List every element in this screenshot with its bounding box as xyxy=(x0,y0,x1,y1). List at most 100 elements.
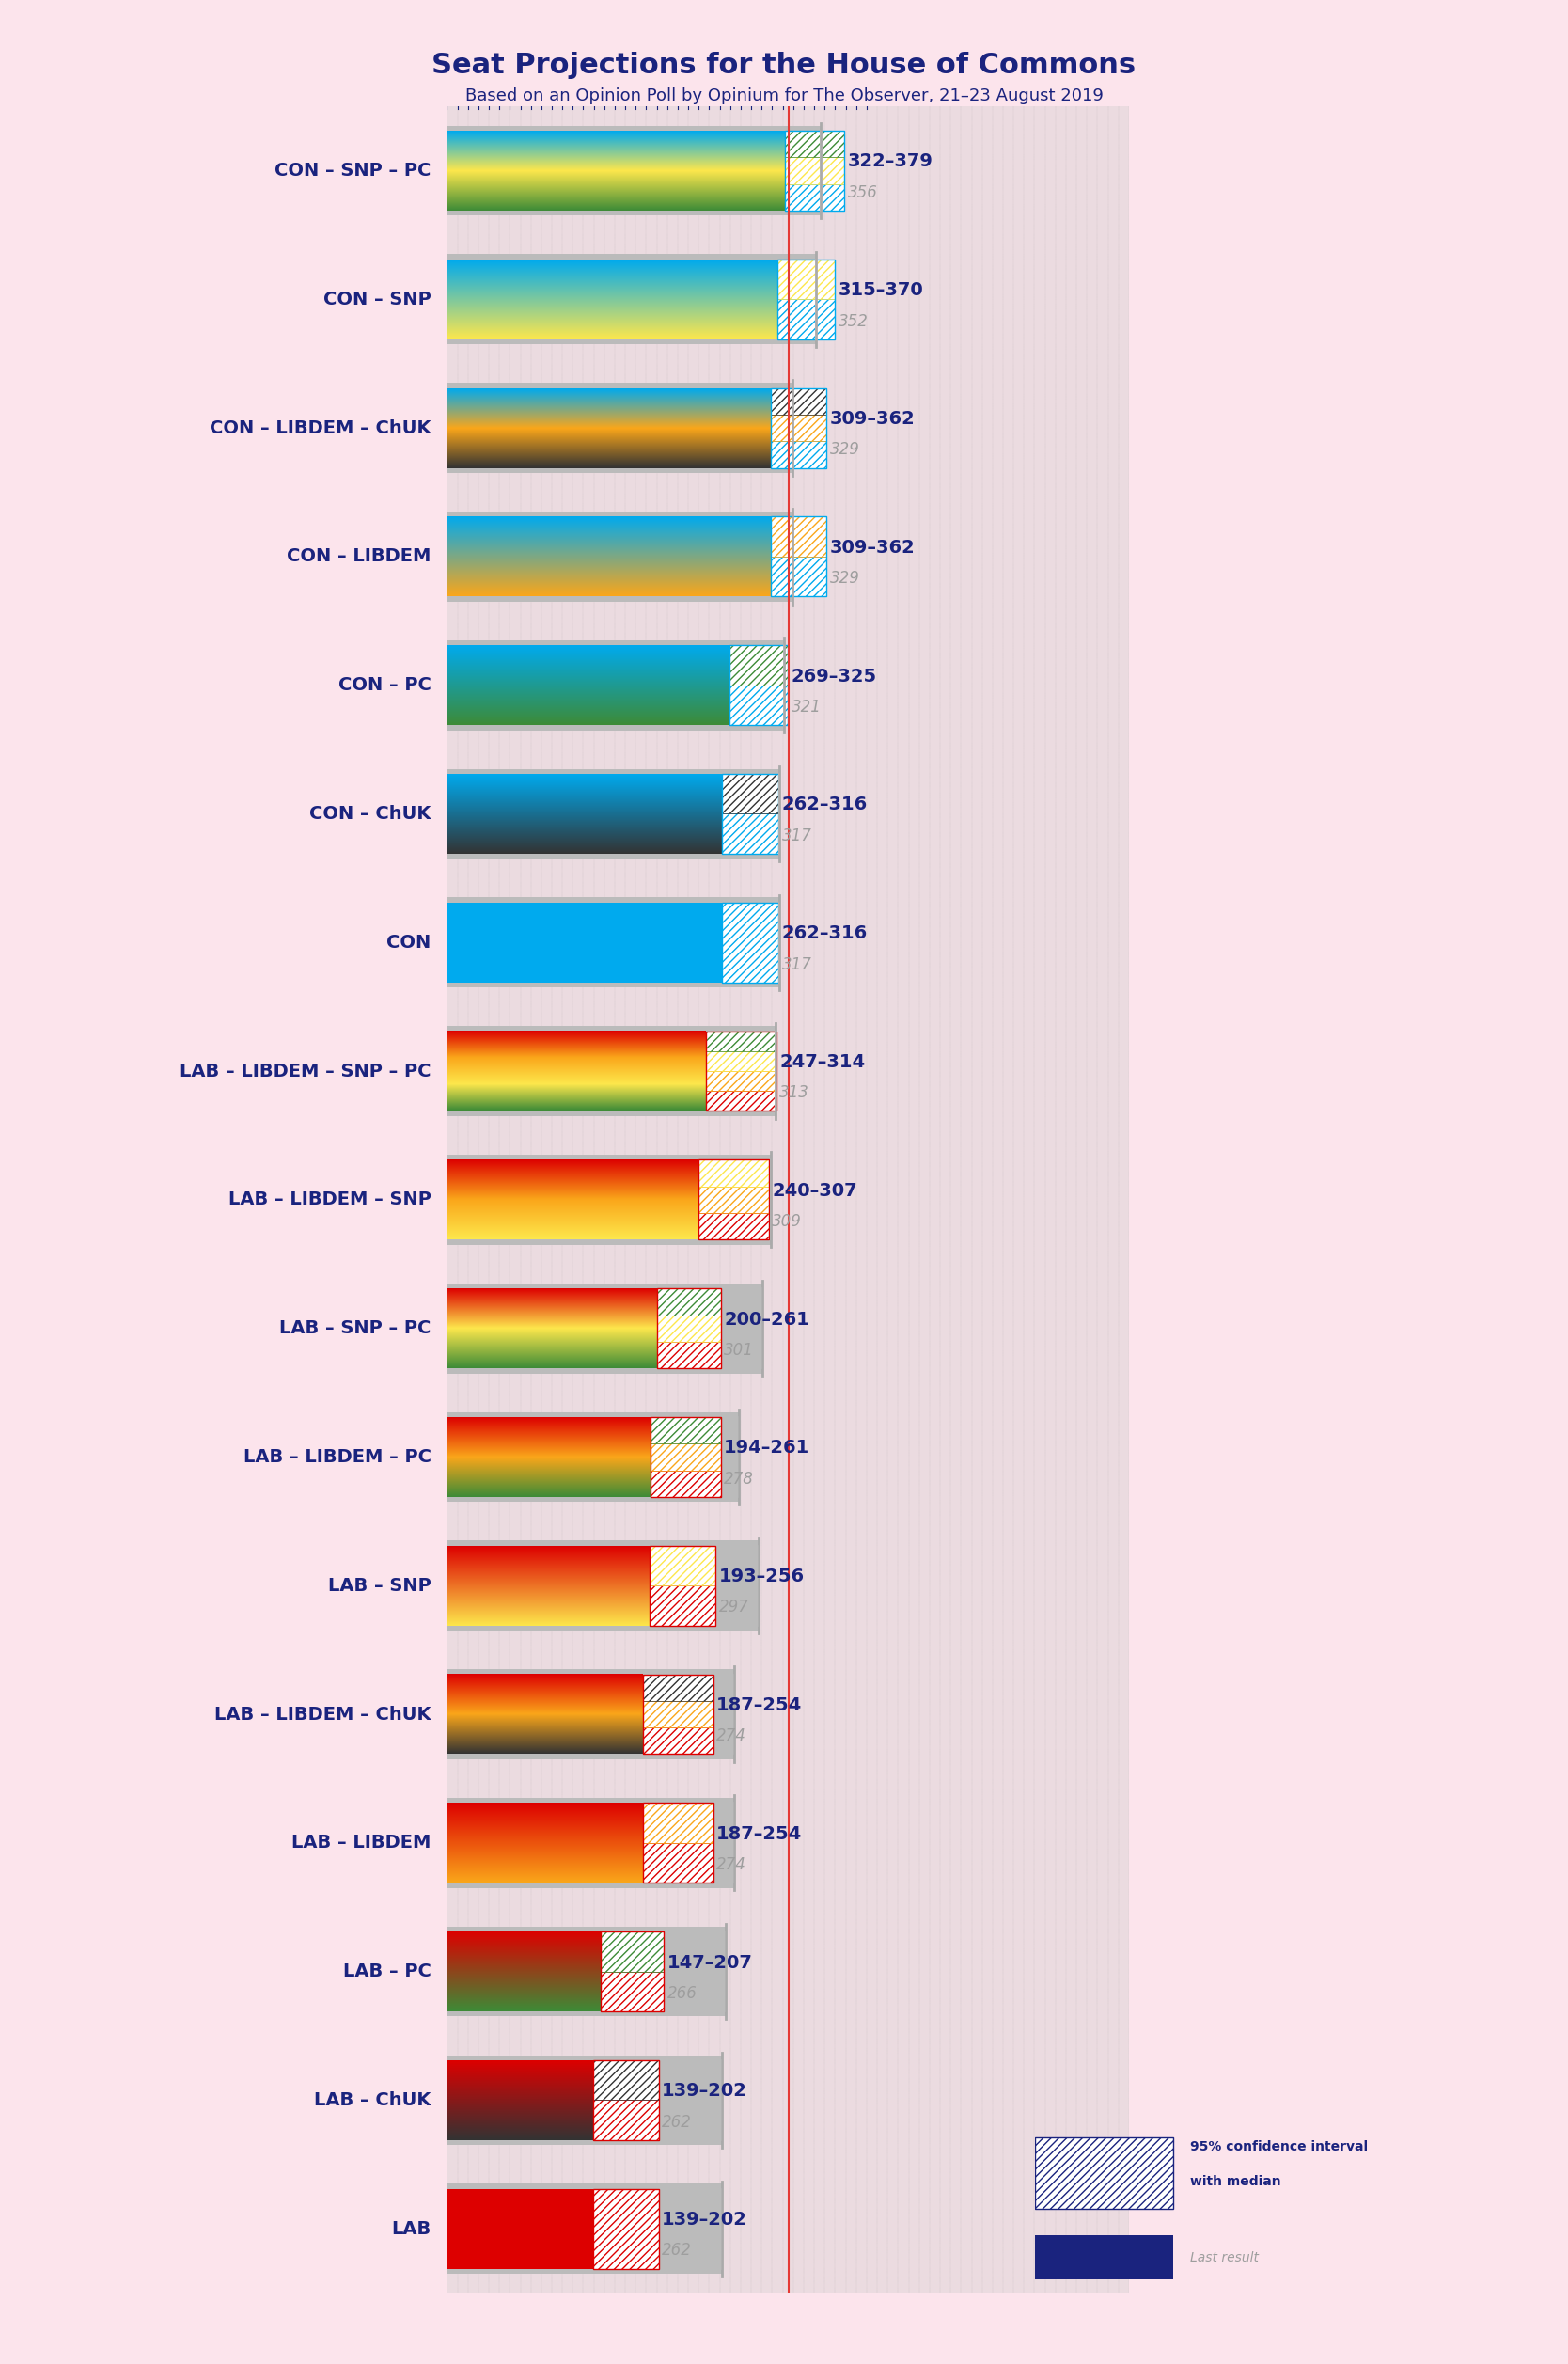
Text: CON – SNP – PC: CON – SNP – PC xyxy=(274,161,431,180)
Text: Seat Projections for the House of Commons: Seat Projections for the House of Common… xyxy=(431,52,1137,80)
Bar xyxy=(447,2165,1129,2293)
Bar xyxy=(447,1650,1129,1778)
Text: 301: 301 xyxy=(724,1343,754,1359)
Bar xyxy=(447,1927,726,2016)
Text: 240–307: 240–307 xyxy=(771,1182,858,1199)
Text: 139–202: 139–202 xyxy=(662,2083,748,2099)
Bar xyxy=(729,645,789,726)
Text: 356: 356 xyxy=(848,184,878,201)
Text: 309–362: 309–362 xyxy=(829,409,916,428)
Text: 278: 278 xyxy=(724,1470,754,1487)
Text: 187–254: 187–254 xyxy=(717,1825,803,1844)
Bar xyxy=(706,1071,776,1092)
Text: 274: 274 xyxy=(717,1856,746,1872)
Bar xyxy=(771,414,826,442)
Text: Last result: Last result xyxy=(1190,2251,1259,2265)
Bar xyxy=(643,1804,713,1844)
Text: 262: 262 xyxy=(662,2241,691,2260)
Text: 274: 274 xyxy=(717,1728,746,1745)
Text: 193–256: 193–256 xyxy=(718,1567,804,1586)
Text: 297: 297 xyxy=(718,1598,748,1617)
Bar xyxy=(657,1314,721,1343)
Bar xyxy=(651,1416,721,1496)
Bar xyxy=(721,773,778,853)
Bar xyxy=(593,2099,659,2139)
Text: 147–207: 147–207 xyxy=(668,1953,753,1972)
Bar xyxy=(771,442,826,468)
Text: LAB – LIBDEM: LAB – LIBDEM xyxy=(292,1834,431,1851)
Bar xyxy=(643,1844,713,1882)
Bar xyxy=(729,645,789,726)
Bar xyxy=(657,1288,721,1369)
Bar xyxy=(643,1674,713,1754)
Bar xyxy=(1035,2236,1173,2279)
Text: CON – ChUK: CON – ChUK xyxy=(309,804,431,823)
Bar xyxy=(447,641,784,730)
Bar xyxy=(447,1522,1129,1650)
Text: 194–261: 194–261 xyxy=(724,1440,809,1456)
Bar xyxy=(601,1931,665,2012)
Bar xyxy=(699,1213,768,1239)
Bar xyxy=(447,898,779,988)
Bar xyxy=(447,106,1129,234)
Bar xyxy=(784,130,845,158)
Bar xyxy=(601,1972,665,2012)
Bar xyxy=(721,813,778,853)
Bar xyxy=(706,1092,776,1111)
Text: 309–362: 309–362 xyxy=(829,539,916,556)
Bar xyxy=(447,903,721,983)
Text: 322–379: 322–379 xyxy=(848,154,933,170)
Text: LAB – SNP – PC: LAB – SNP – PC xyxy=(279,1319,431,1338)
Bar xyxy=(778,260,836,338)
Bar xyxy=(447,2054,721,2144)
Bar xyxy=(657,1288,721,1314)
Bar xyxy=(649,1546,715,1626)
Bar xyxy=(778,300,836,338)
Bar xyxy=(447,383,792,473)
Text: 262: 262 xyxy=(662,2113,691,2130)
Text: LAB – SNP: LAB – SNP xyxy=(328,1577,431,1596)
Bar xyxy=(593,2189,659,2269)
Bar xyxy=(447,125,820,215)
Bar xyxy=(447,1799,734,1889)
Bar xyxy=(447,877,1129,1007)
Bar xyxy=(447,1411,739,1501)
Bar xyxy=(721,903,778,983)
Bar xyxy=(593,2061,659,2139)
Bar xyxy=(447,1392,1129,1522)
Text: 313: 313 xyxy=(779,1085,809,1102)
Bar xyxy=(601,1931,665,1972)
Bar xyxy=(643,1702,713,1728)
Text: CON – SNP: CON – SNP xyxy=(323,291,431,307)
Bar xyxy=(649,1546,715,1626)
Bar xyxy=(699,1161,768,1187)
Text: Based on an Opinion Poll by Opinium for The Observer, 21–23 August 2019: Based on an Opinion Poll by Opinium for … xyxy=(466,87,1102,104)
Bar xyxy=(771,518,826,596)
Bar xyxy=(699,1187,768,1213)
Bar xyxy=(447,1669,734,1759)
Text: CON – LIBDEM – ChUK: CON – LIBDEM – ChUK xyxy=(210,418,431,437)
Text: 262–316: 262–316 xyxy=(781,797,867,813)
Text: 269–325: 269–325 xyxy=(792,667,877,686)
Bar xyxy=(593,2189,659,2269)
Bar xyxy=(706,1031,776,1111)
Text: LAB: LAB xyxy=(392,2220,431,2239)
Bar xyxy=(784,130,845,210)
Bar xyxy=(447,1265,1129,1392)
Bar xyxy=(447,1135,1129,1265)
Bar xyxy=(447,1541,759,1631)
Text: 309: 309 xyxy=(771,1213,803,1229)
Bar xyxy=(771,388,826,414)
Bar xyxy=(771,556,826,596)
Bar xyxy=(721,903,778,983)
Bar xyxy=(447,2035,1129,2165)
Text: 95% confidence interval: 95% confidence interval xyxy=(1190,2139,1367,2154)
Bar xyxy=(771,388,826,468)
Text: CON – LIBDEM: CON – LIBDEM xyxy=(287,548,431,565)
Bar xyxy=(649,1586,715,1626)
Bar xyxy=(649,1546,715,1586)
Text: 139–202: 139–202 xyxy=(662,2210,748,2229)
Bar xyxy=(447,1154,771,1246)
Bar xyxy=(706,1052,776,1071)
Text: 247–314: 247–314 xyxy=(779,1054,866,1071)
